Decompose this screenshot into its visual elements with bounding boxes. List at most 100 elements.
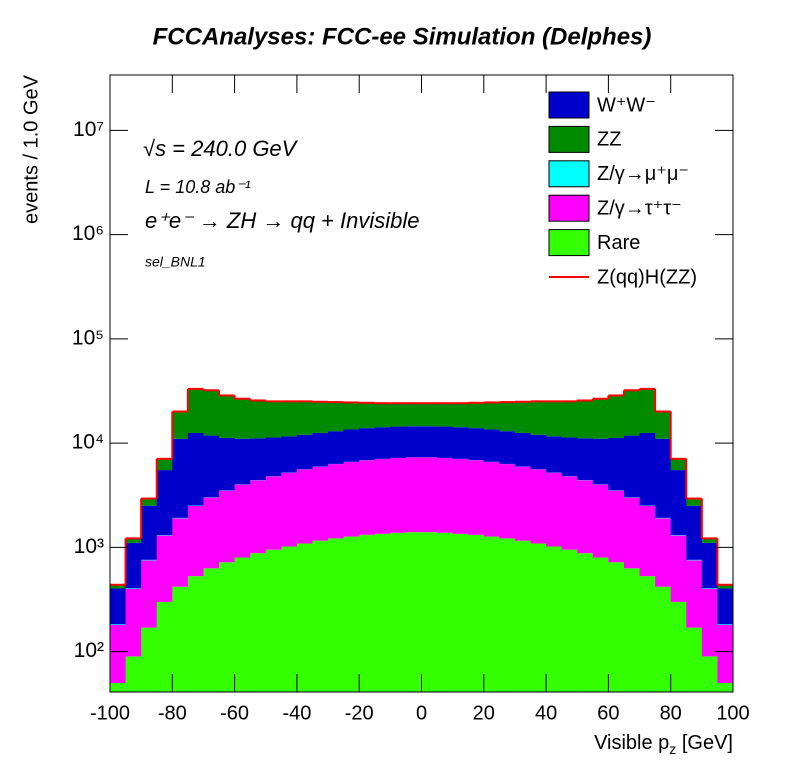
bar-segment bbox=[686, 505, 703, 560]
x-label-part: [GeV] bbox=[676, 732, 733, 754]
bar-segment bbox=[359, 534, 376, 692]
bar-segment bbox=[219, 562, 235, 692]
x-tick-label: -60 bbox=[220, 702, 249, 724]
bar-segment bbox=[156, 534, 173, 536]
bar-segment bbox=[405, 403, 422, 427]
bar-segment bbox=[592, 438, 609, 485]
bar-segment bbox=[608, 437, 625, 491]
x-tick-label: 0 bbox=[416, 702, 427, 724]
y-tick-label: 10³ bbox=[74, 535, 104, 558]
x-label-part: Visible p bbox=[594, 732, 669, 754]
bar-segment bbox=[483, 461, 500, 537]
bar-segment bbox=[483, 402, 500, 430]
bar-segment bbox=[686, 499, 703, 506]
bar-segment bbox=[639, 389, 656, 433]
bar-segment bbox=[141, 499, 158, 506]
annotation: sel_BNL1 bbox=[145, 254, 206, 270]
bar-segment bbox=[125, 588, 142, 589]
bar-segment bbox=[701, 542, 718, 589]
bar-segment bbox=[437, 403, 454, 427]
bar-segment bbox=[234, 398, 251, 439]
bar-segment bbox=[452, 458, 469, 534]
bar-segment bbox=[639, 505, 656, 577]
bar-segment bbox=[110, 625, 126, 684]
bar-segment bbox=[717, 625, 734, 684]
bar-segment bbox=[623, 390, 640, 436]
bar-segment bbox=[374, 458, 391, 534]
bar-segment bbox=[343, 536, 360, 692]
bar-segment bbox=[296, 543, 313, 692]
bar-segment bbox=[374, 427, 391, 459]
bar-segment bbox=[577, 553, 594, 692]
legend-swatch bbox=[548, 229, 590, 257]
bar-segment bbox=[234, 557, 251, 692]
bar-segment bbox=[468, 534, 485, 692]
bar-segment bbox=[623, 435, 640, 498]
bar-segment bbox=[125, 538, 142, 543]
bar-segment bbox=[265, 549, 282, 692]
bar-segment bbox=[141, 627, 158, 692]
bar-segment bbox=[265, 476, 282, 550]
bar-segment bbox=[514, 401, 531, 433]
bar-segment bbox=[623, 568, 640, 692]
bar-segment bbox=[577, 400, 594, 439]
bar-segment bbox=[608, 562, 625, 692]
bar-segment bbox=[546, 472, 563, 547]
y-tick-label: 10² bbox=[74, 639, 104, 662]
bar-segment bbox=[530, 434, 547, 470]
legend-label: ZZ bbox=[597, 129, 621, 151]
bar-segment bbox=[608, 490, 625, 563]
annotation: √s = 240.0 GeV bbox=[143, 136, 299, 161]
bar-segment bbox=[343, 461, 360, 537]
legend-swatch bbox=[548, 194, 590, 222]
bar-segment bbox=[110, 585, 126, 589]
bar-segment bbox=[328, 464, 345, 539]
x-tick-label: -40 bbox=[282, 702, 311, 724]
bar-segment bbox=[468, 428, 485, 461]
bar-segment bbox=[187, 432, 204, 506]
x-tick-label: 40 bbox=[535, 702, 557, 724]
bar-segment bbox=[701, 588, 718, 589]
bar-segment bbox=[343, 429, 360, 462]
y-tick-label: 10⁷ bbox=[73, 118, 104, 141]
bar-segment bbox=[203, 497, 220, 569]
bar-segment bbox=[156, 535, 173, 602]
chart-title: FCCAnalyses: FCC-ee Simulation (Delphes) bbox=[153, 23, 652, 50]
bar-segment bbox=[203, 568, 220, 692]
bar-segment bbox=[328, 402, 345, 432]
bar-segment bbox=[250, 438, 267, 481]
legend-label: Z/γ→τ⁺τ⁻ bbox=[597, 197, 682, 219]
bar-segment bbox=[499, 431, 516, 464]
bar-segment bbox=[172, 438, 189, 518]
bar-segment bbox=[125, 656, 142, 692]
bar-segment bbox=[670, 470, 687, 535]
bar-segment bbox=[483, 536, 500, 692]
bar-segment bbox=[592, 557, 609, 692]
bar-segment bbox=[219, 395, 235, 438]
bar-segment bbox=[421, 403, 438, 427]
bar-segment bbox=[437, 426, 454, 458]
bar-segment bbox=[623, 497, 640, 569]
bar-segment bbox=[390, 426, 407, 458]
bar-segment bbox=[250, 400, 267, 439]
bar-segment bbox=[265, 437, 282, 477]
bar-segment bbox=[374, 533, 391, 692]
x-tick-label: -100 bbox=[90, 702, 130, 724]
bar-segment bbox=[312, 401, 329, 433]
bar-segment bbox=[343, 402, 360, 430]
bar-segment bbox=[514, 540, 531, 692]
bar-segment bbox=[172, 411, 189, 439]
bar-segment bbox=[421, 532, 438, 692]
bar-segment bbox=[405, 426, 422, 458]
bar-segment bbox=[670, 601, 687, 692]
bar-segment bbox=[717, 585, 734, 589]
bar-segment bbox=[359, 428, 376, 461]
bar-segment bbox=[452, 427, 469, 459]
bar-segment bbox=[281, 436, 298, 473]
bar-segment bbox=[405, 457, 422, 533]
bar-segment bbox=[265, 401, 282, 438]
bar-segment bbox=[717, 588, 734, 625]
bar-segment bbox=[701, 588, 718, 657]
x-tick-label: 20 bbox=[473, 702, 495, 724]
bar-segment bbox=[452, 403, 469, 428]
